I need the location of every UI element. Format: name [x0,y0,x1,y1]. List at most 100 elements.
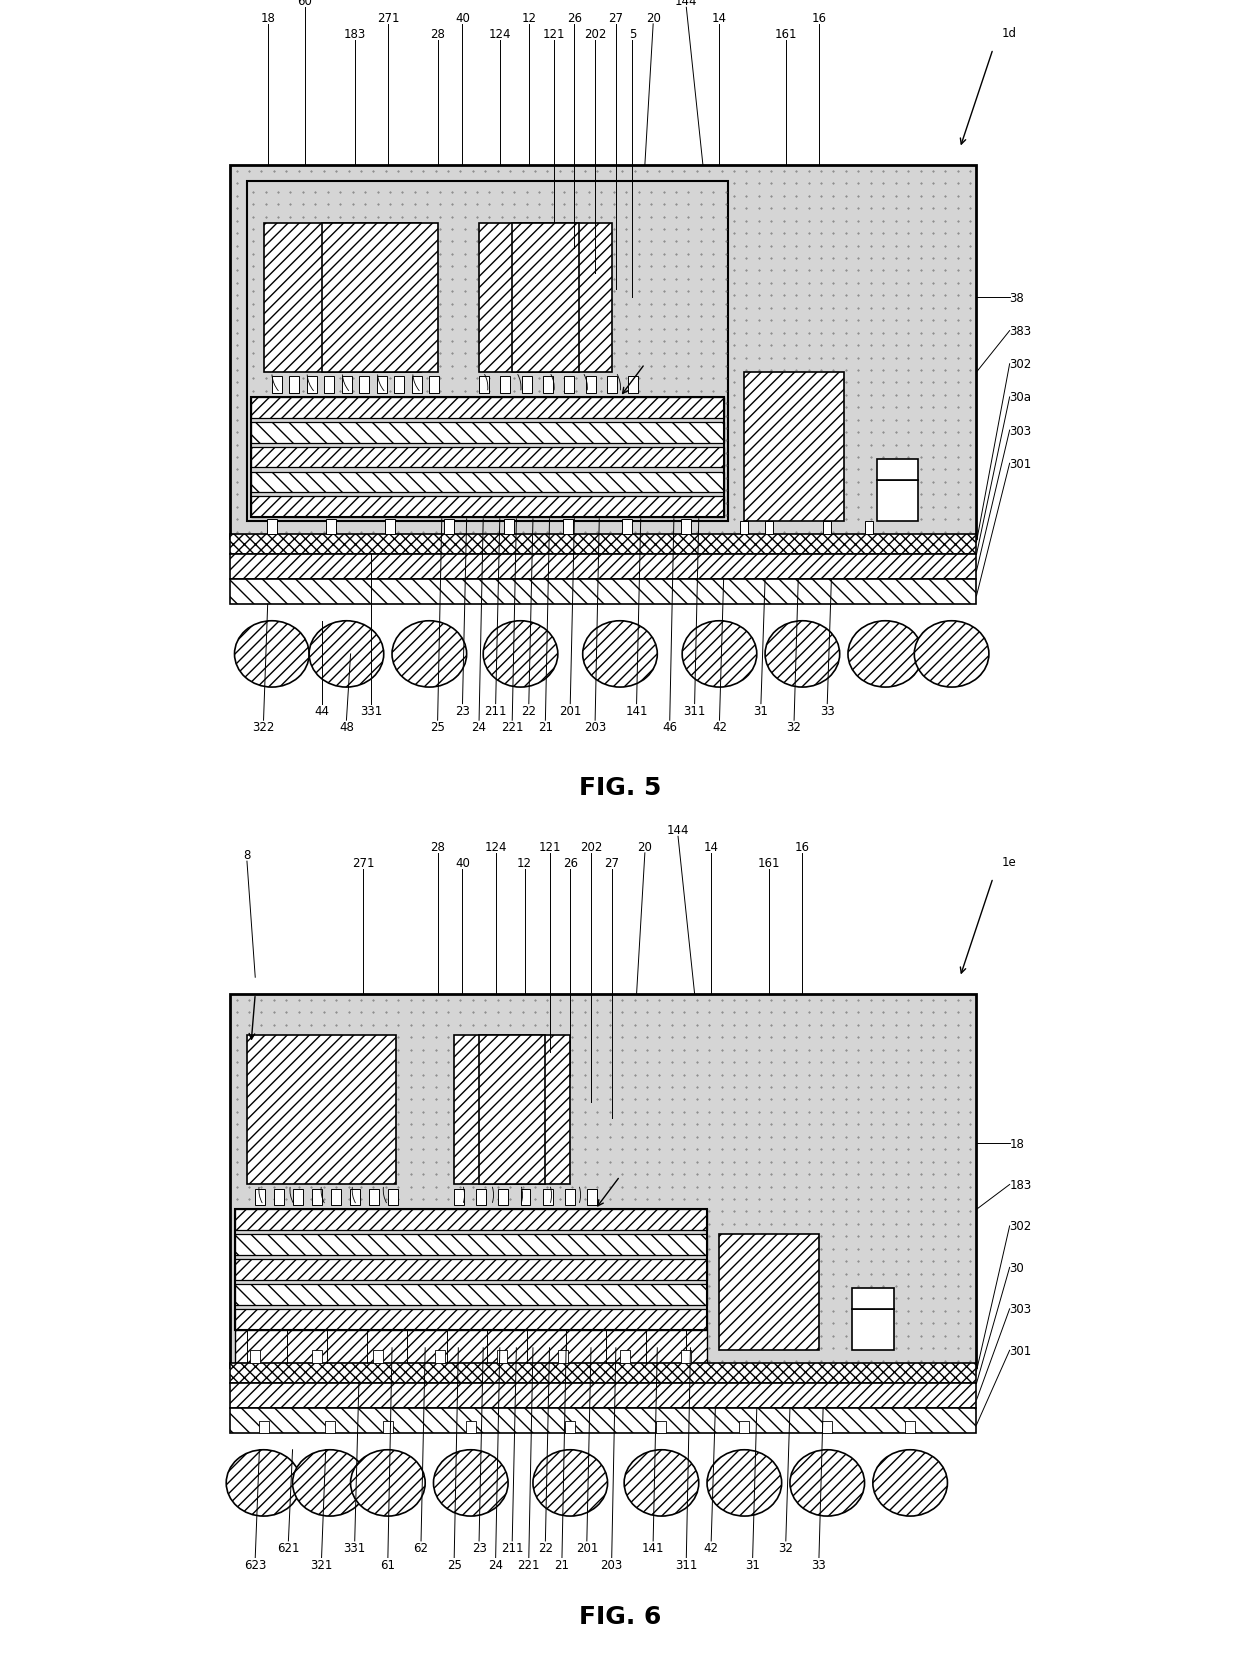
Text: FIG. 5: FIG. 5 [579,775,661,799]
Bar [498,1190,508,1206]
Bar [231,1384,976,1408]
Bar [231,580,976,605]
Text: 16: 16 [795,840,810,853]
Bar [234,1210,707,1329]
Bar [476,1190,486,1206]
Text: 33: 33 [812,1558,826,1571]
Text: 331: 331 [360,704,382,717]
Ellipse shape [434,1450,508,1516]
Bar [231,1362,976,1384]
Text: 301: 301 [1009,457,1032,471]
Bar [231,555,976,580]
Bar [231,166,976,539]
Text: 202: 202 [584,28,606,41]
Bar [479,224,611,373]
Ellipse shape [293,1450,367,1516]
Bar [321,224,438,373]
Bar [454,1036,570,1185]
Bar [877,461,919,481]
Text: 121: 121 [538,840,560,853]
Text: 12: 12 [517,857,532,870]
Text: 322: 322 [253,721,275,734]
Text: 303: 303 [1009,1302,1032,1316]
Bar [681,520,691,534]
Text: 23: 23 [455,704,470,717]
Bar [267,520,277,534]
Bar [274,1190,284,1206]
Bar [289,378,299,393]
Bar [250,398,724,419]
Bar [386,520,396,534]
Bar [350,1190,360,1206]
Text: 201: 201 [559,704,582,717]
Text: 161: 161 [758,857,780,870]
Text: FIG. 6: FIG. 6 [579,1604,661,1627]
Bar [234,1284,707,1306]
Ellipse shape [583,621,657,688]
Bar [255,1190,265,1206]
Text: 311: 311 [683,704,706,717]
Text: 311: 311 [675,1558,698,1571]
Text: 303: 303 [1009,424,1032,437]
Ellipse shape [309,621,383,688]
Bar [496,1350,507,1362]
Bar [543,1190,553,1206]
Text: 271: 271 [377,12,399,25]
Bar [326,520,336,534]
Text: 302: 302 [1009,358,1032,371]
Bar [234,1309,707,1329]
Text: 30: 30 [1009,1261,1024,1274]
Text: 33: 33 [820,704,835,717]
Bar [587,1190,596,1206]
Bar [606,378,618,393]
Text: 161: 161 [775,28,797,41]
Text: 124: 124 [489,28,511,41]
Bar [306,378,316,393]
Bar [311,1350,322,1362]
Text: 5: 5 [629,28,636,41]
Bar [325,1420,335,1433]
Text: 8: 8 [243,848,250,862]
Bar [264,224,422,373]
Ellipse shape [351,1450,425,1516]
Bar [370,1190,379,1206]
Bar [250,423,724,442]
Text: 40: 40 [455,12,470,25]
Bar [250,447,724,469]
Bar [331,1190,341,1206]
Text: 201: 201 [575,1541,598,1554]
Bar [822,1420,832,1433]
Bar [388,1190,398,1206]
Bar [342,378,352,393]
Bar [656,1420,666,1433]
Text: 60: 60 [298,0,312,8]
Text: 44: 44 [314,704,329,717]
Text: 141: 141 [625,704,647,717]
Text: 24: 24 [471,721,486,734]
Text: 121: 121 [542,28,565,41]
Bar [512,224,579,373]
Text: 25: 25 [446,1558,461,1571]
Text: 202: 202 [580,840,603,853]
Bar [312,1190,322,1206]
Bar [681,1350,691,1362]
Bar [250,497,724,519]
Text: 1e: 1e [1002,855,1016,868]
Bar [852,1289,894,1309]
Text: 302: 302 [1009,1220,1032,1233]
Bar [823,522,831,534]
Text: 30a: 30a [1009,391,1032,404]
Text: 62: 62 [414,1541,429,1554]
Bar [466,1420,476,1433]
Bar [383,1420,393,1433]
Bar [377,378,387,393]
Text: 23: 23 [471,1541,486,1554]
Ellipse shape [682,621,756,688]
Bar [521,1190,531,1206]
Text: 38: 38 [1009,292,1024,305]
Ellipse shape [914,621,990,688]
Text: 14: 14 [703,840,719,853]
Bar [231,534,976,555]
Bar [629,378,639,393]
Text: 40: 40 [455,857,470,870]
